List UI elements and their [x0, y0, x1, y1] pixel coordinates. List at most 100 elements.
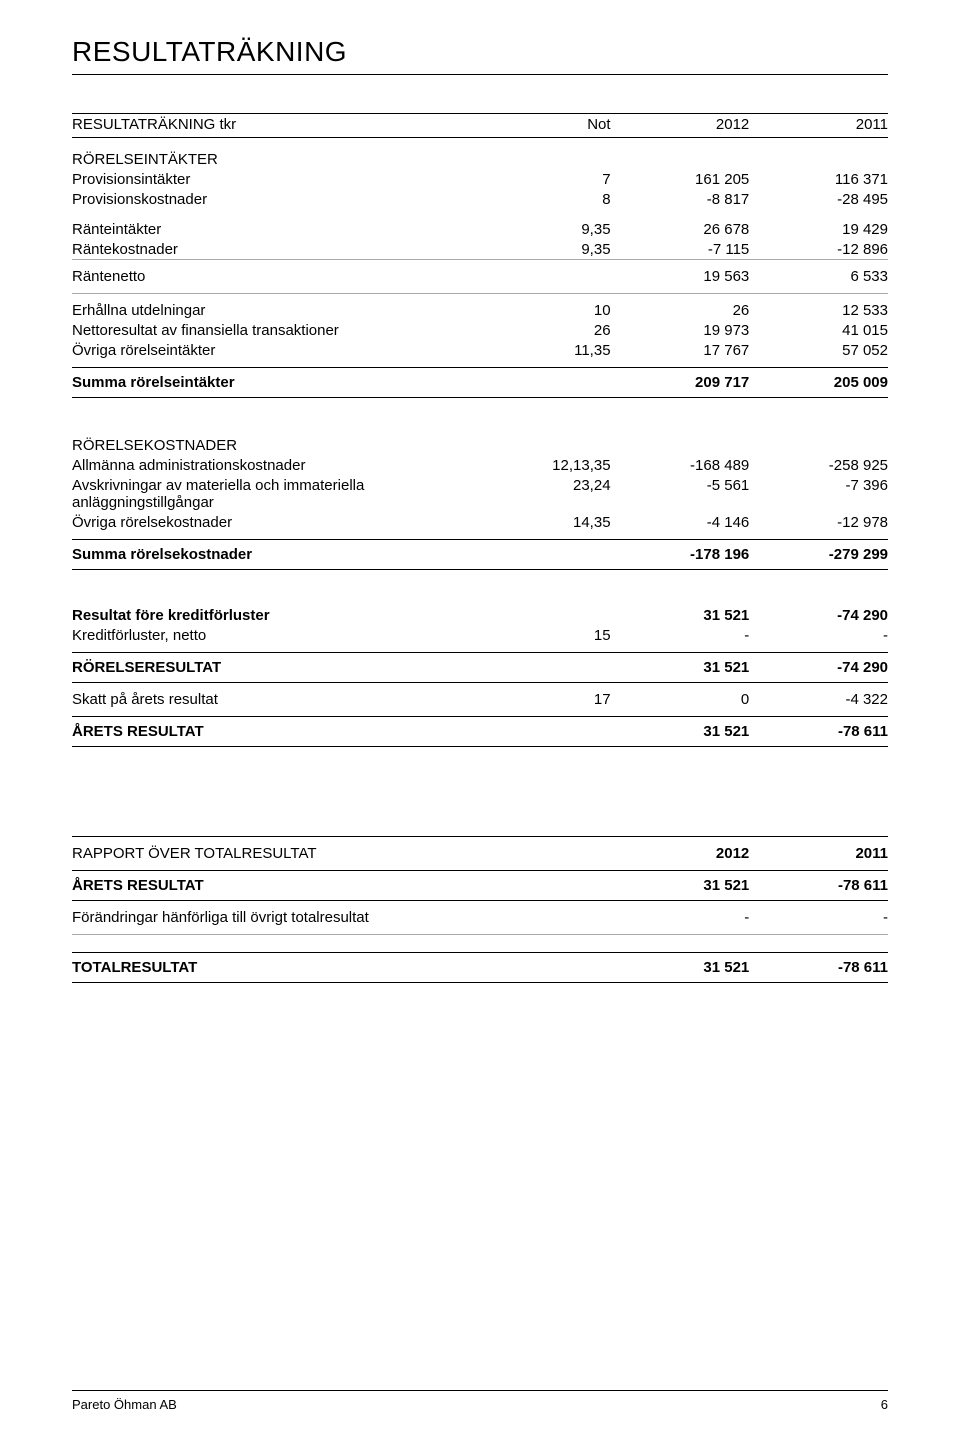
table-row: Övriga rörelsekostnader 14,35 -4 146 -12… — [72, 513, 888, 540]
row-val-a: 31 521 — [611, 717, 750, 747]
row-val-a: 31 521 — [611, 953, 750, 983]
row-val-b: 41 015 — [749, 321, 888, 341]
footer-company: Pareto Öhman AB — [72, 1397, 177, 1412]
row-val-a: 209 717 — [611, 368, 750, 398]
row-label: Övriga rörelsekostnader — [72, 513, 496, 540]
table-row: Skatt på årets resultat 17 0 -4 322 — [72, 683, 888, 717]
table-row: Allmänna administrationskostnader 12,13,… — [72, 456, 888, 476]
rule-row — [72, 570, 888, 574]
section-heading-row: RÖRELSEINTÄKTER — [72, 141, 888, 170]
table-row: Avskrivningar av materiella och immateri… — [72, 476, 888, 513]
row-not: 7 — [496, 169, 610, 189]
table-row: Provisionskostnader 8 -8 817 -28 495 — [72, 189, 888, 209]
row-label: Skatt på årets resultat — [72, 683, 496, 717]
col-header-not: Not — [496, 114, 610, 138]
section-heading: RÖRELSEKOSTNADER — [72, 427, 496, 456]
row-label: Räntekostnader — [72, 239, 496, 260]
page-footer: Pareto Öhman AB 6 — [72, 1390, 888, 1412]
sum-row: Summa rörelseintäkter 209 717 205 009 — [72, 368, 888, 398]
sum-row: Summa rörelsekostnader -178 196 -279 299 — [72, 540, 888, 570]
table-row: Ränteintäkter 9,35 26 678 19 429 — [72, 219, 888, 239]
row-val-b: 57 052 — [749, 341, 888, 368]
row-label: Provisionskostnader — [72, 189, 496, 209]
table-row: Räntenetto 19 563 6 533 — [72, 260, 888, 294]
result-table: Resultat före kreditförluster 31 521 -74… — [72, 599, 888, 750]
section-heading-row: RÖRELSEKOSTNADER — [72, 427, 888, 456]
sum-row: RÖRELSERESULTAT 31 521 -74 290 — [72, 653, 888, 683]
row-val-b: -78 611 — [749, 717, 888, 747]
row-not: 23,24 — [496, 476, 610, 513]
page-title: RESULTATRÄKNING — [72, 36, 888, 68]
row-val-a: 31 521 — [611, 653, 750, 683]
col-header-y2: 2011 — [749, 837, 888, 871]
row-label: Övriga rörelseintäkter — [72, 341, 496, 368]
row-val-a: 26 — [611, 294, 750, 321]
row-label: Erhållna utdelningar — [72, 294, 496, 321]
row-not: 26 — [496, 321, 610, 341]
row-val-b: 6 533 — [749, 260, 888, 294]
row-val-a: 19 563 — [611, 260, 750, 294]
row-val-a: 161 205 — [611, 169, 750, 189]
row-val-a: - — [611, 626, 750, 653]
row-val-b: 19 429 — [749, 219, 888, 239]
row-not — [496, 599, 610, 626]
table-row: Erhållna utdelningar 10 26 12 533 — [72, 294, 888, 321]
row-val-b: 205 009 — [749, 368, 888, 398]
col-header-y2: 2011 — [749, 114, 888, 138]
row-label: Summa rörelseintäkter — [72, 368, 496, 398]
rule-row — [72, 935, 888, 953]
row-label: Räntenetto — [72, 260, 496, 294]
row-val-b: - — [749, 626, 888, 653]
title-rule — [72, 74, 888, 75]
row-not — [496, 717, 610, 747]
row-val-b: -74 290 — [749, 599, 888, 626]
total-result-table: RAPPORT ÖVER TOTALRESULTAT 2012 2011 ÅRE… — [72, 836, 888, 986]
table-header-row: RAPPORT ÖVER TOTALRESULTAT 2012 2011 — [72, 837, 888, 871]
row-not: 15 — [496, 626, 610, 653]
row-label: TOTALRESULTAT — [72, 953, 496, 983]
row-val-b: -78 611 — [749, 953, 888, 983]
table-row: Förändringar hänförliga till övrigt tota… — [72, 901, 888, 935]
row-label: Resultat före kreditförluster — [72, 599, 496, 626]
row-val-a: 17 767 — [611, 341, 750, 368]
row-val-a: 31 521 — [611, 599, 750, 626]
col-header-y1: 2012 — [611, 114, 750, 138]
row-val-a: 0 — [611, 683, 750, 717]
row-label: Förändringar hänförliga till övrigt tota… — [72, 901, 496, 935]
income-table: RESULTATRÄKNING tkr Not 2012 2011 RÖRELS… — [72, 113, 888, 401]
row-val-a: 19 973 — [611, 321, 750, 341]
row-not: 14,35 — [496, 513, 610, 540]
row-label: Provisionsintäkter — [72, 169, 496, 189]
row-val-a: 31 521 — [611, 871, 750, 901]
row-label: Ränteintäkter — [72, 219, 496, 239]
table-row: Övriga rörelseintäkter 11,35 17 767 57 0… — [72, 341, 888, 368]
table-header-row: RESULTATRÄKNING tkr Not 2012 2011 — [72, 114, 888, 138]
row-not: 9,35 — [496, 239, 610, 260]
rule-row — [72, 398, 888, 402]
row-val-a: -5 561 — [611, 476, 750, 513]
table-row: Nettoresultat av finansiella transaktion… — [72, 321, 888, 341]
footer-page: 6 — [881, 1397, 888, 1412]
row-val-a: -4 146 — [611, 513, 750, 540]
row-not: 12,13,35 — [496, 456, 610, 476]
row-val-a: -8 817 — [611, 189, 750, 209]
row-val-b: -7 396 — [749, 476, 888, 513]
sum-row: TOTALRESULTAT 31 521 -78 611 — [72, 953, 888, 983]
row-val-b: -12 978 — [749, 513, 888, 540]
col-header-y1: 2012 — [611, 837, 750, 871]
row-label: Kreditförluster, netto — [72, 626, 496, 653]
sum-row: ÅRETS RESULTAT 31 521 -78 611 — [72, 717, 888, 747]
table-row: Resultat före kreditförluster 31 521 -74… — [72, 599, 888, 626]
col-header-label: RESULTATRÄKNING tkr — [72, 114, 496, 138]
row-val-a: - — [611, 901, 750, 935]
row-not: 8 — [496, 189, 610, 209]
row-val-b: 116 371 — [749, 169, 888, 189]
row-val-a: -178 196 — [611, 540, 750, 570]
row-val-b: - — [749, 901, 888, 935]
row-val-b: 12 533 — [749, 294, 888, 321]
row-not: 17 — [496, 683, 610, 717]
expenses-table: RÖRELSEKOSTNADER Allmänna administration… — [72, 427, 888, 573]
row-val-b: -78 611 — [749, 871, 888, 901]
row-val-b: -28 495 — [749, 189, 888, 209]
row-val-a: 26 678 — [611, 219, 750, 239]
